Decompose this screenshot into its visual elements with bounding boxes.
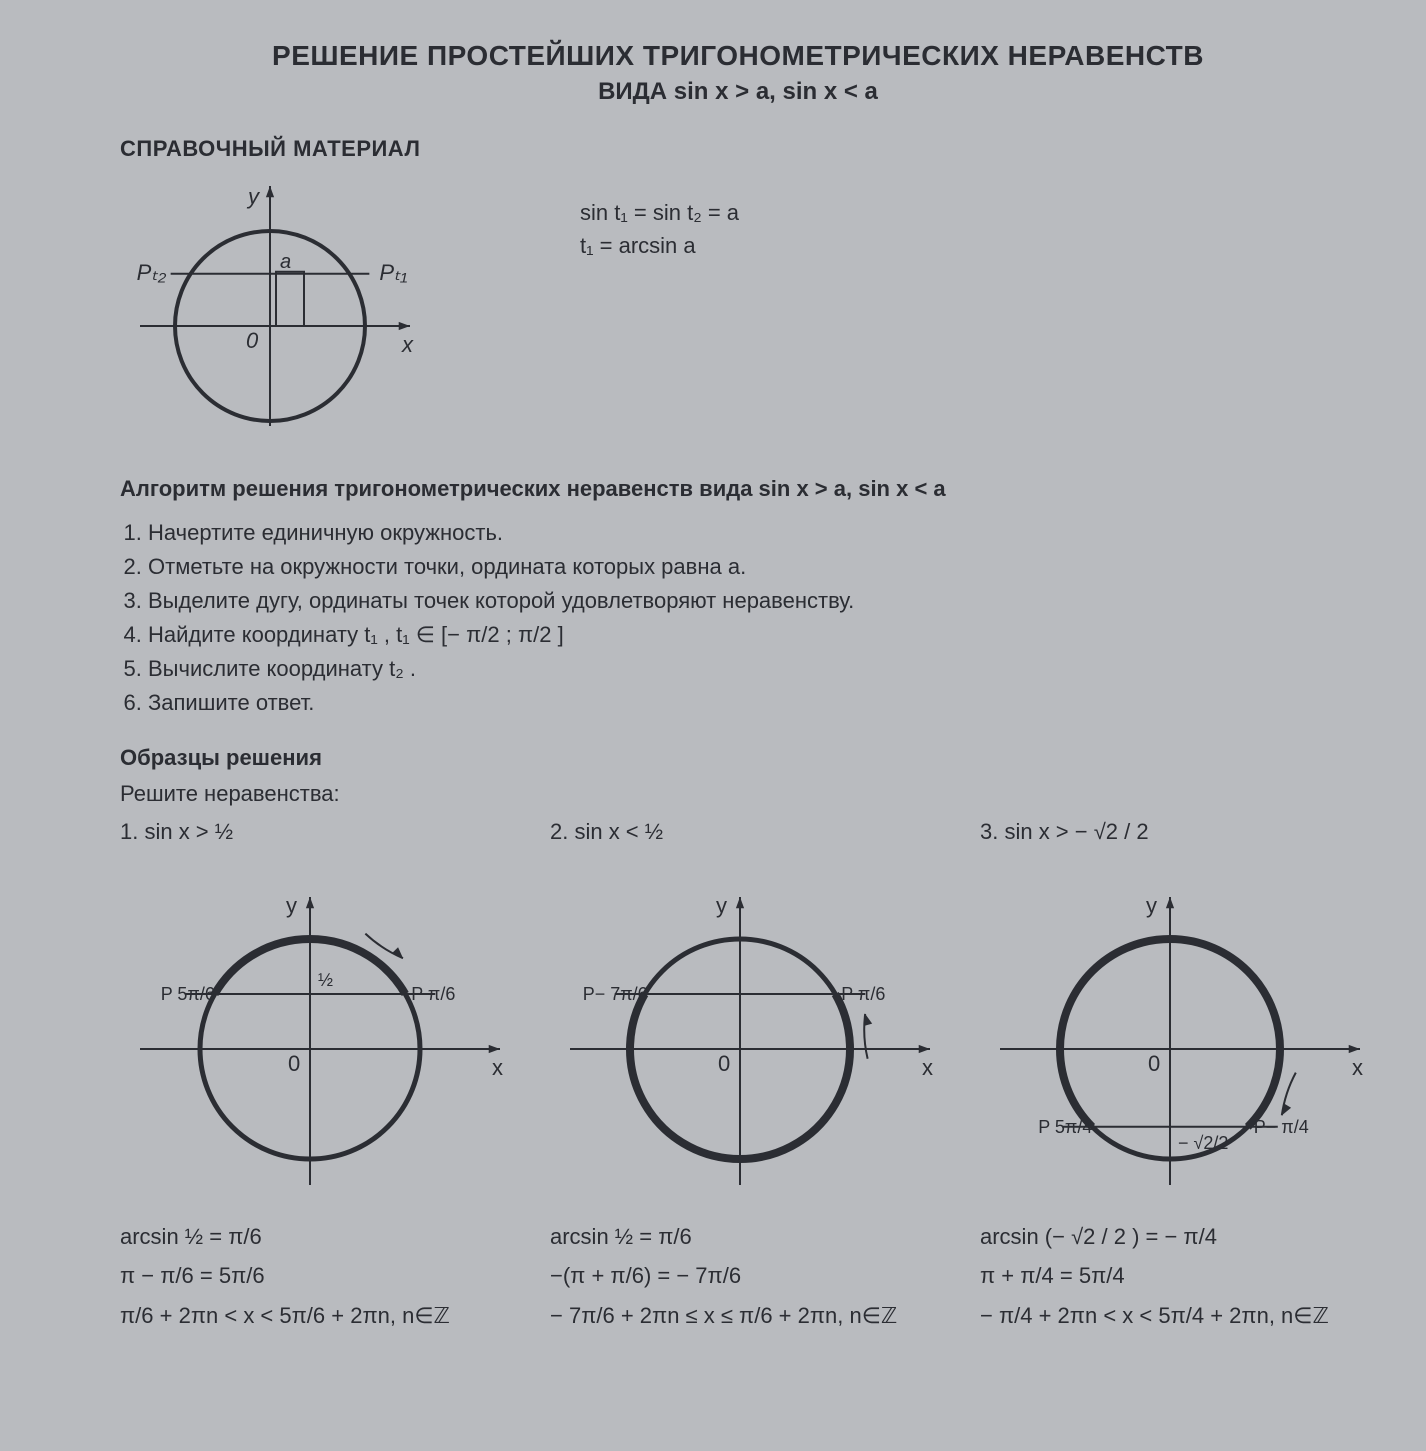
- calc-line: arcsin ½ = π/6: [550, 1217, 897, 1257]
- calc-line: π − π/6 = 5π/6: [120, 1256, 450, 1296]
- unit-circle-diagram: 0 y x − √2/2 P− π/4 P 5π/4: [980, 879, 1380, 1199]
- calc-line: π/6 + 2πn < x < 5π/6 + 2πn, n∈ℤ: [120, 1296, 450, 1336]
- reference-equations: sin t₁ = sin t₂ = a t₁ = arcsin a: [580, 196, 739, 262]
- algo-step: Начертите единичную окружность.: [148, 516, 1356, 550]
- samples-title: Образцы решения: [120, 745, 1356, 771]
- algo-step: Выделите дугу, ординаты точек которой уд…: [148, 584, 1356, 618]
- svg-text:y: y: [1146, 893, 1157, 918]
- svg-text:P 5π/6: P 5π/6: [161, 984, 215, 1004]
- example-column: 2. sin x < ½ 0 y x P π/6 P− 7π/6 arcsin ½ = π/…: [550, 819, 950, 1336]
- svg-text:0: 0: [246, 328, 259, 353]
- svg-text:− √2/2: − √2/2: [1178, 1132, 1228, 1152]
- svg-text:a: a: [280, 251, 291, 273]
- ref-eq-2: t₁ = arcsin a: [580, 229, 739, 262]
- algorithm-title: Алгоритм решения тригонометрических нера…: [120, 476, 1356, 502]
- svg-text:y: y: [246, 184, 261, 209]
- page-title-line1: РЕШЕНИЕ ПРОСТЕЙШИХ ТРИГОНОМЕТРИЧЕСКИХ НЕ…: [120, 40, 1356, 72]
- calc-line: − 7π/6 + 2πn ≤ x ≤ π/6 + 2πn, n∈ℤ: [550, 1296, 897, 1336]
- svg-text:y: y: [286, 893, 297, 918]
- svg-text:P− 7π/6: P− 7π/6: [583, 984, 648, 1004]
- algo-step: Отметьте на окружности точки, ордината к…: [148, 550, 1356, 584]
- example-heading: 3. sin x > − √2 / 2: [980, 819, 1149, 865]
- calc-line: arcsin (− √2 / 2 ) = − π/4: [980, 1217, 1329, 1257]
- svg-text:0: 0: [288, 1051, 300, 1076]
- algo-step: Запишите ответ.: [148, 686, 1356, 720]
- reference-row: a 0 Pₜ₁ Pₜ₂ y x sin t₁ = sin t₂ = a t₁ = arcs…: [120, 176, 1356, 436]
- svg-text:x: x: [922, 1055, 933, 1080]
- algorithm-steps: Начертите единичную окружность.Отметьте …: [120, 516, 1356, 721]
- svg-text:Pₜ₂: Pₜ₂: [137, 260, 167, 285]
- example-heading: 2. sin x < ½: [550, 819, 663, 865]
- svg-text:P π/6: P π/6: [841, 984, 885, 1004]
- svg-text:P− π/4: P− π/4: [1254, 1116, 1309, 1136]
- unit-circle-diagram: 0 y x ½ P π/6 P 5π/6: [120, 879, 520, 1199]
- svg-text:x: x: [1352, 1055, 1363, 1080]
- example-calculations: arcsin (− √2 / 2 ) = − π/4π + π/4 = 5π/4…: [980, 1217, 1329, 1336]
- example-heading: 1. sin x > ½: [120, 819, 233, 865]
- example-column: 3. sin x > − √2 / 2 0 y x − √2/2 P− π/4 P 5π/4…: [980, 819, 1380, 1336]
- calc-line: π + π/4 = 5π/4: [980, 1256, 1329, 1296]
- svg-text:½: ½: [318, 970, 333, 990]
- algo-step: Найдите координату t₁ , t₁ ∈ [− π/2 ; π/…: [148, 618, 1356, 652]
- reference-diagram: a 0 Pₜ₁ Pₜ₂ y x: [120, 176, 420, 436]
- calc-line: arcsin ½ = π/6: [120, 1217, 450, 1257]
- unit-circle-diagram: 0 y x P π/6 P− 7π/6: [550, 879, 950, 1199]
- solve-label: Решите неравенства:: [120, 781, 1356, 807]
- svg-text:0: 0: [718, 1051, 730, 1076]
- page-title-line2: ВИДА sin x > a, sin x < a: [120, 78, 1356, 106]
- example-calculations: arcsin ½ = π/6π − π/6 = 5π/6π/6 + 2πn < …: [120, 1217, 450, 1336]
- svg-text:y: y: [716, 893, 727, 918]
- reference-heading: СПРАВОЧНЫЙ МАТЕРИАЛ: [120, 136, 1356, 162]
- example-calculations: arcsin ½ = π/6−(π + π/6) = − 7π/6− 7π/6 …: [550, 1217, 897, 1336]
- calc-line: −(π + π/6) = − 7π/6: [550, 1256, 897, 1296]
- svg-text:x: x: [401, 332, 414, 357]
- svg-text:0: 0: [1148, 1051, 1160, 1076]
- svg-text:P 5π/4: P 5π/4: [1038, 1116, 1092, 1136]
- ref-eq-1: sin t₁ = sin t₂ = a: [580, 196, 739, 229]
- examples-row: 1. sin x > ½ 0 y x ½ P π/6 P 5π/6 arcsin ½ = π/…: [120, 819, 1356, 1336]
- calc-line: − π/4 + 2πn < x < 5π/4 + 2πn, n∈ℤ: [980, 1296, 1329, 1336]
- svg-text:Pₜ₁: Pₜ₁: [379, 260, 407, 285]
- svg-text:x: x: [492, 1055, 503, 1080]
- algo-step: Вычислите координату t₂ .: [148, 652, 1356, 686]
- example-column: 1. sin x > ½ 0 y x ½ P π/6 P 5π/6 arcsin ½ = π/…: [120, 819, 520, 1336]
- svg-text:P π/6: P π/6: [411, 984, 455, 1004]
